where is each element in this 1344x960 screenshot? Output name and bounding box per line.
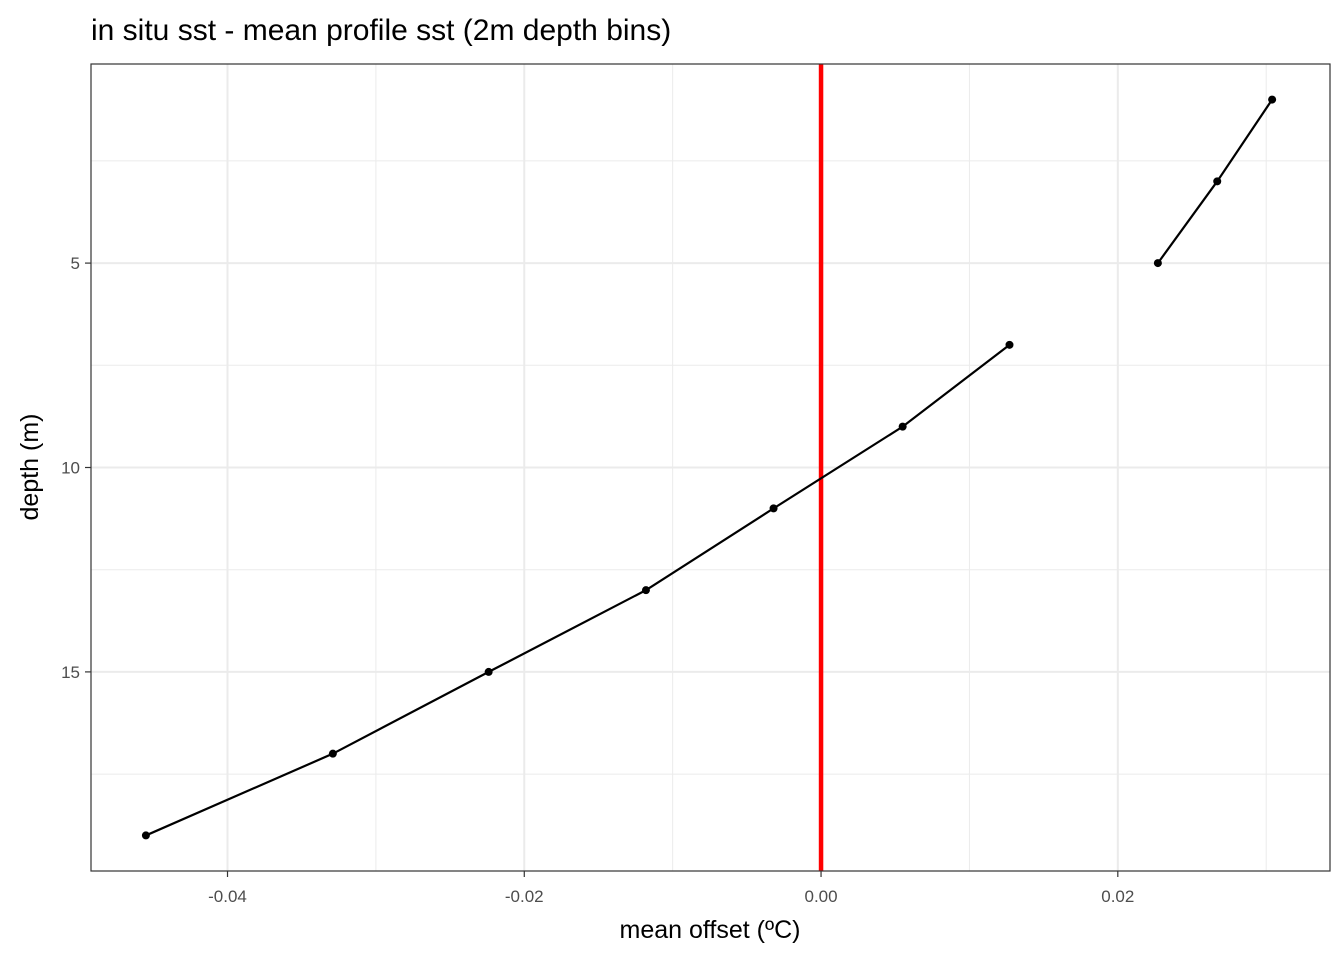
point <box>1213 177 1222 186</box>
y-tick-label: 10 <box>61 459 80 478</box>
chart-title: in situ sst - mean profile sst (2m depth… <box>91 14 671 47</box>
point <box>769 504 778 513</box>
point <box>1268 95 1277 104</box>
point <box>898 422 907 431</box>
point <box>484 667 493 676</box>
y-tick-label: 5 <box>71 254 80 273</box>
x-tick-label: 0.02 <box>1101 887 1134 906</box>
x-axis-title: mean offset (ºC) <box>620 916 801 944</box>
point <box>1153 259 1162 268</box>
y-axis-title: depth (m) <box>16 414 44 521</box>
x-tick-label: -0.02 <box>505 887 544 906</box>
y-tick-label: 15 <box>61 663 80 682</box>
x-tick-label: 0.00 <box>804 887 837 906</box>
plot-marks <box>141 64 1277 871</box>
point <box>328 749 337 758</box>
point <box>641 586 650 595</box>
point <box>1005 340 1014 349</box>
x-tick-label: -0.04 <box>208 887 247 906</box>
grid <box>91 64 1330 871</box>
point <box>141 831 150 840</box>
